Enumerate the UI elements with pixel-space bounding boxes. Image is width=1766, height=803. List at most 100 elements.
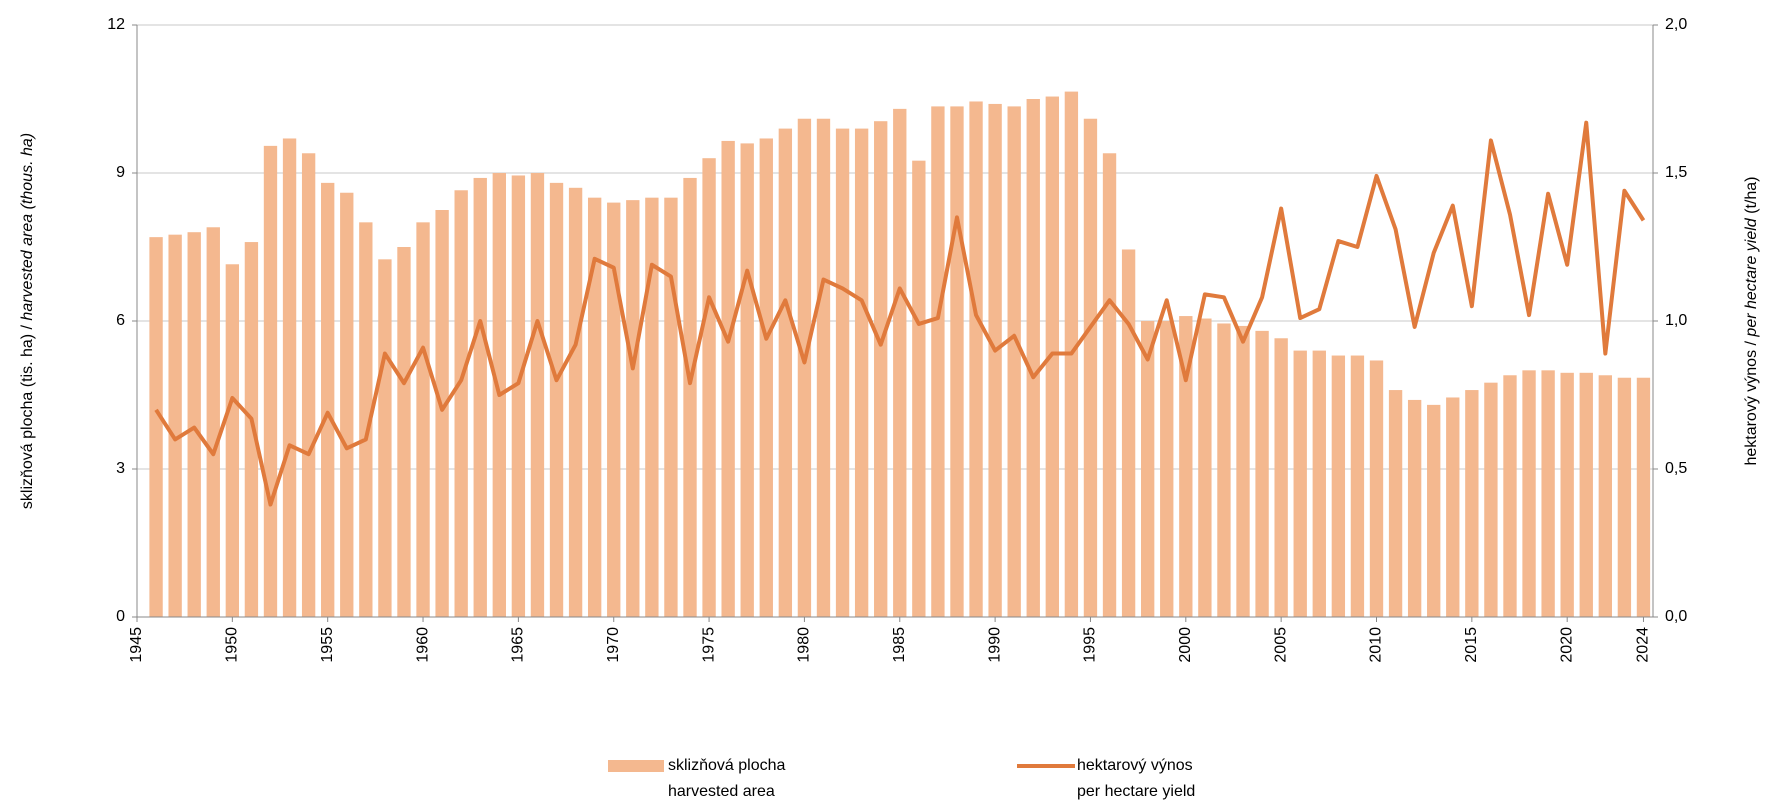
bar [1026,99,1040,617]
bar [1274,338,1288,617]
y2-tick-label: 0,0 [1665,608,1687,625]
x-tick-label: 2000 [1177,627,1194,663]
bar [282,138,297,617]
y2-axis-title-cz: hektarový výnos / [1743,337,1760,466]
x-tick-label: 1980 [796,627,813,663]
bar [244,242,259,618]
bar [416,222,430,618]
bar [1388,390,1403,617]
bar [168,234,182,617]
bar [1198,318,1212,617]
bar [912,160,926,617]
bar [1579,372,1593,617]
bar [1007,106,1021,618]
bar [1560,372,1574,617]
bar [359,222,373,618]
bar [1140,321,1155,617]
bar [1331,355,1346,617]
bar [397,247,411,617]
bar [1236,325,1250,617]
y2-tick-label: 2,0 [1665,16,1687,33]
bar [1636,377,1651,617]
bar [1045,96,1059,618]
bar [1465,390,1479,617]
bar [759,138,773,617]
bar [1255,330,1269,617]
y2-tick-label: 1,5 [1665,164,1687,181]
bar [1427,404,1441,617]
bar [1121,249,1136,617]
bar [568,187,583,618]
y2-axis-title: hektarový výnos / per hectare yield (t/h… [1743,176,1760,465]
bar [1484,382,1498,617]
y-tick-label: 3 [116,460,125,477]
bar [816,118,831,617]
y-tick-label: 12 [107,16,125,33]
bar [1102,153,1117,617]
y-axis-title-en: harvested area (thous. ha) [19,133,36,321]
x-tick-label: 1995 [1082,627,1099,663]
bar [454,190,468,617]
y2-tick-label: 0,5 [1665,460,1687,477]
bar [340,192,354,617]
y2-axis-title-unit: (t/ha) [1743,176,1760,218]
x-tick-label: 1975 [700,627,717,663]
bar [645,197,659,617]
bar [721,140,735,617]
bar [473,177,487,617]
bar [683,177,697,617]
bar [797,118,812,617]
x-tick-label: 2010 [1368,627,1385,663]
y-tick-label: 6 [116,312,125,329]
y-tick-label: 0 [116,608,125,625]
bar [1446,397,1460,617]
bar [587,197,602,617]
bar [1598,375,1613,617]
bar [1407,399,1422,617]
bar [1369,360,1384,617]
bar [225,264,240,617]
bar [301,153,316,617]
bar [530,173,545,617]
bar [854,128,869,617]
bar [1293,350,1307,617]
x-tick-label: 1990 [986,627,1003,663]
x-tick-label: 1985 [891,627,908,663]
bar [1083,118,1098,617]
bar [740,143,754,617]
bar [1160,321,1174,617]
bar [378,259,392,617]
bar [893,108,907,617]
x-tick-label: 1945 [128,627,145,663]
bar [664,197,678,617]
x-tick-label: 2020 [1558,627,1575,663]
bar [874,121,888,617]
legend-label: sklizňová plocha [668,757,786,774]
bar [702,158,716,617]
bar [206,227,220,617]
bar [1541,370,1555,617]
x-tick-label: 1950 [224,627,241,663]
legend-label: hektarový výnos [1077,757,1193,774]
y-axis-title-cz: sklizňová plocha (tis. ha) / [19,321,36,510]
bar [931,106,945,618]
bar [511,175,526,617]
bar [435,210,449,617]
x-tick-label: 1955 [319,627,336,663]
y2-axis-title-en: per hectare yield [1743,217,1760,337]
bar [263,145,278,617]
x-tick-label: 2015 [1463,627,1480,663]
bar [835,128,850,617]
bar [988,103,1002,617]
legend-swatch [608,760,664,772]
x-tick-label: 2005 [1272,627,1289,663]
line [154,120,1646,507]
y-axis-title: sklizňová plocha (tis. ha) / harvested a… [19,133,36,509]
bar [1503,375,1517,617]
bar [969,101,983,617]
bar [1179,316,1193,617]
legend-label: per hectare yield [1077,783,1195,800]
bar [1617,377,1632,617]
x-tick-label: 1970 [605,627,622,663]
